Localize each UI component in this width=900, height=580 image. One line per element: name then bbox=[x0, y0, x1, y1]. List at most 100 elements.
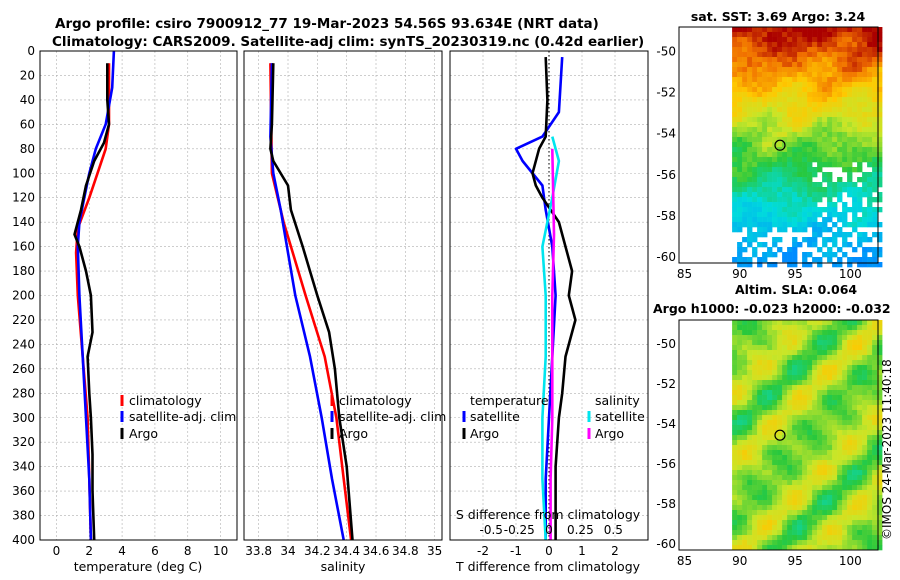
map-cell bbox=[772, 485, 778, 491]
map-cell bbox=[777, 405, 783, 411]
map-cell bbox=[767, 385, 773, 391]
map-cell bbox=[852, 72, 858, 78]
map-cell bbox=[852, 325, 858, 331]
map-cell bbox=[762, 360, 768, 366]
map-cell bbox=[792, 515, 798, 521]
map-cell bbox=[842, 350, 848, 356]
map-cell bbox=[792, 460, 798, 466]
map-cell bbox=[847, 500, 853, 506]
map-cell bbox=[817, 345, 823, 351]
map-cell bbox=[767, 470, 773, 476]
map-cell bbox=[737, 380, 743, 386]
map-cell bbox=[787, 77, 793, 83]
map-cell bbox=[742, 335, 748, 341]
map-cell bbox=[757, 227, 763, 233]
map-cell bbox=[752, 505, 758, 511]
map-cell bbox=[862, 535, 868, 541]
map-cell bbox=[747, 52, 753, 58]
map-cell bbox=[832, 335, 838, 341]
map-cell bbox=[747, 262, 753, 268]
map-cell bbox=[752, 162, 758, 168]
map-cell bbox=[777, 167, 783, 173]
map-cell bbox=[772, 355, 778, 361]
map-cell bbox=[837, 340, 843, 346]
map-cell bbox=[772, 187, 778, 193]
map-cell bbox=[817, 257, 823, 263]
map-cell bbox=[822, 162, 828, 168]
map-cell bbox=[782, 520, 788, 526]
map-cell bbox=[762, 540, 768, 546]
map-cell bbox=[792, 32, 798, 38]
map-cell bbox=[812, 32, 818, 38]
map-cell bbox=[732, 475, 738, 481]
map-cell bbox=[752, 435, 758, 441]
map-cell bbox=[872, 460, 878, 466]
map-cell bbox=[797, 505, 803, 511]
map-cell bbox=[852, 355, 858, 361]
map-cell bbox=[757, 212, 763, 218]
map-cell bbox=[877, 400, 883, 406]
map-cell bbox=[812, 107, 818, 113]
map-cell bbox=[767, 112, 773, 118]
map-cell bbox=[757, 340, 763, 346]
map-cell bbox=[762, 495, 768, 501]
map-cell bbox=[827, 430, 833, 436]
map-cell bbox=[842, 410, 848, 416]
map-cell bbox=[762, 192, 768, 198]
map-cell bbox=[837, 495, 843, 501]
map-cell bbox=[827, 530, 833, 536]
map-cell bbox=[802, 530, 808, 536]
map-cell bbox=[777, 450, 783, 456]
map-cell bbox=[752, 465, 758, 471]
map-cell bbox=[812, 325, 818, 331]
map-cell bbox=[787, 485, 793, 491]
map-cell bbox=[862, 257, 868, 263]
map-cell bbox=[832, 32, 838, 38]
map-cell bbox=[792, 167, 798, 173]
map-cell bbox=[802, 460, 808, 466]
map-cell bbox=[762, 475, 768, 481]
map-cell bbox=[757, 177, 763, 183]
map-cell bbox=[817, 520, 823, 526]
map-cell bbox=[797, 127, 803, 133]
map-cell bbox=[842, 320, 848, 326]
map-cell bbox=[857, 405, 863, 411]
map-cell bbox=[847, 490, 853, 496]
map-cell bbox=[867, 540, 873, 546]
map-cell bbox=[792, 252, 798, 258]
map-cell bbox=[802, 400, 808, 406]
legend-climatology-label: climatology bbox=[129, 393, 202, 408]
map-cell bbox=[802, 132, 808, 138]
depth-tick-label: 40 bbox=[20, 93, 35, 107]
map-cell bbox=[782, 97, 788, 103]
map-cell bbox=[782, 207, 788, 213]
map-cell bbox=[842, 212, 848, 218]
map-cell bbox=[812, 217, 818, 223]
sst-map: sat. SST: 3.69 Argo: 3.24 85 90 95 100-50-5… bbox=[656, 9, 883, 281]
map-cell bbox=[852, 530, 858, 536]
x-tick-label: 10 bbox=[213, 544, 228, 558]
map-cell bbox=[862, 222, 868, 228]
map-cell bbox=[852, 257, 858, 263]
map-cell bbox=[867, 480, 873, 486]
map-cell bbox=[782, 182, 788, 188]
map-cell bbox=[807, 350, 813, 356]
map-cell bbox=[872, 330, 878, 336]
map-cell bbox=[797, 515, 803, 521]
map-cell bbox=[757, 172, 763, 178]
map-cell bbox=[852, 132, 858, 138]
map-cell bbox=[767, 27, 773, 33]
map-cell bbox=[807, 450, 813, 456]
map-cell bbox=[737, 360, 743, 366]
map-cell bbox=[797, 172, 803, 178]
map-cell bbox=[842, 232, 848, 238]
map-cell bbox=[877, 480, 883, 486]
map-cell bbox=[877, 112, 883, 118]
map-cell bbox=[737, 212, 743, 218]
map-cell bbox=[847, 535, 853, 541]
map-cell bbox=[772, 415, 778, 421]
map-cell bbox=[742, 162, 748, 168]
map-cell bbox=[827, 92, 833, 98]
map-cell bbox=[822, 137, 828, 143]
map-cell bbox=[757, 395, 763, 401]
